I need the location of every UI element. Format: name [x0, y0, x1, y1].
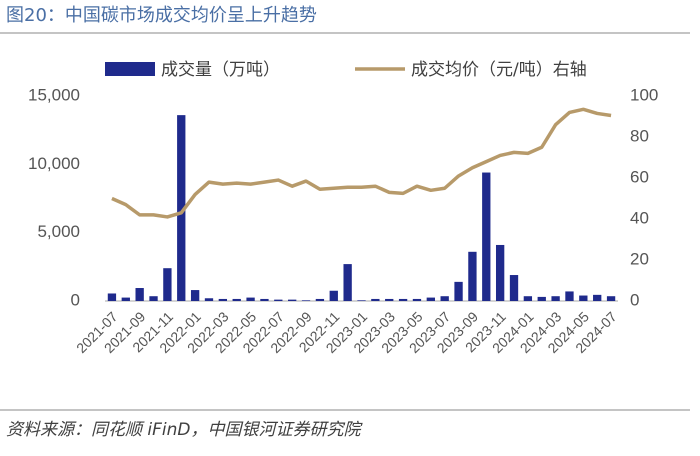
bar: [357, 300, 366, 301]
legend-label: 成交均价（元/吨）右轴: [411, 60, 587, 80]
y2-tick-label: 0: [630, 290, 639, 309]
legend-swatch: [105, 62, 155, 76]
bar: [218, 298, 228, 301]
source: 资料来源：同花顺 iFinD，中国银河证券研究院: [6, 420, 363, 440]
legend-label: 成交量（万吨）: [161, 60, 280, 80]
bar: [343, 264, 352, 301]
bar: [537, 296, 546, 301]
bar: [232, 298, 241, 301]
bar: [246, 297, 255, 301]
bar: [565, 291, 574, 301]
bar: [412, 298, 422, 301]
bar: [274, 299, 283, 301]
bar: [301, 300, 311, 301]
bar: [509, 275, 519, 301]
bar: [163, 268, 172, 301]
bar: [606, 296, 616, 301]
y-tick-label: 10,000: [28, 154, 80, 173]
bar: [177, 115, 186, 301]
bar: [288, 299, 297, 301]
y2-tick-label: 40: [630, 208, 649, 227]
bar: [551, 296, 560, 301]
line: [111, 107, 612, 219]
y-tick-label: 5,000: [37, 222, 80, 241]
y-tick-label: 0: [71, 290, 80, 309]
bar: [121, 297, 130, 301]
y2-tick-label: 60: [630, 167, 649, 186]
chart-title: 图20：中国碳市场成交均价呈上升趋势: [6, 5, 317, 26]
bar: [468, 251, 477, 301]
bar: [495, 244, 505, 301]
bar: [454, 281, 463, 301]
y2-tick-label: 80: [630, 126, 649, 145]
bar: [579, 295, 588, 301]
y2-tick-label: 100: [630, 85, 658, 104]
bar: [329, 290, 338, 301]
bar: [385, 298, 394, 301]
bar: [482, 172, 491, 301]
bar: [426, 297, 435, 301]
bar: [315, 298, 325, 301]
bar: [260, 298, 269, 301]
bar: [190, 290, 200, 301]
bar: [149, 296, 158, 301]
y-tick-label: 15,000: [28, 85, 80, 104]
bar: [593, 294, 602, 301]
y2-tick-label: 20: [630, 249, 649, 268]
bar: [107, 293, 117, 301]
bar: [440, 296, 449, 301]
bar: [371, 298, 380, 301]
bar: [135, 288, 144, 301]
bar: [398, 298, 408, 301]
bar: [204, 298, 214, 301]
bar: [523, 296, 533, 301]
